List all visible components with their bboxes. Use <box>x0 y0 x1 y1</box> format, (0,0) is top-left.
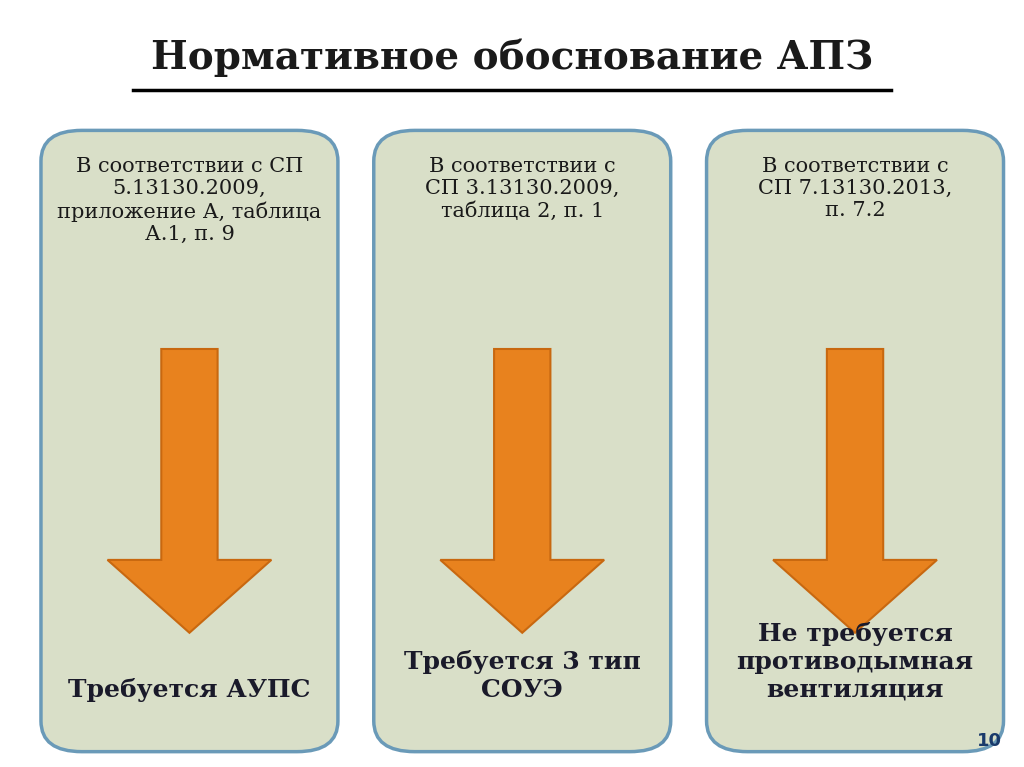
FancyBboxPatch shape <box>41 130 338 752</box>
Text: Требуется АУПС: Требуется АУПС <box>69 678 310 702</box>
FancyBboxPatch shape <box>707 130 1004 752</box>
Polygon shape <box>440 349 604 633</box>
Text: Нормативное обоснование АПЗ: Нормативное обоснование АПЗ <box>151 38 873 77</box>
Text: В соответствии с
СП 3.13130.2009,
таблица 2, п. 1: В соответствии с СП 3.13130.2009, таблиц… <box>425 157 620 221</box>
Polygon shape <box>773 349 937 633</box>
Text: Не требуется
противодымная
вентиляция: Не требуется противодымная вентиляция <box>736 622 974 702</box>
Text: Требуется 3 тип
СОУЭ: Требуется 3 тип СОУЭ <box>403 650 641 702</box>
FancyBboxPatch shape <box>374 130 671 752</box>
Text: В соответствии с
СП 7.13130.2013,
п. 7.2: В соответствии с СП 7.13130.2013, п. 7.2 <box>758 157 952 220</box>
Text: 10: 10 <box>977 732 1001 750</box>
Polygon shape <box>108 349 271 633</box>
Text: В соответствии с СП
5.13130.2009,
приложение А, таблица
А.1, п. 9: В соответствии с СП 5.13130.2009, прилож… <box>57 157 322 244</box>
